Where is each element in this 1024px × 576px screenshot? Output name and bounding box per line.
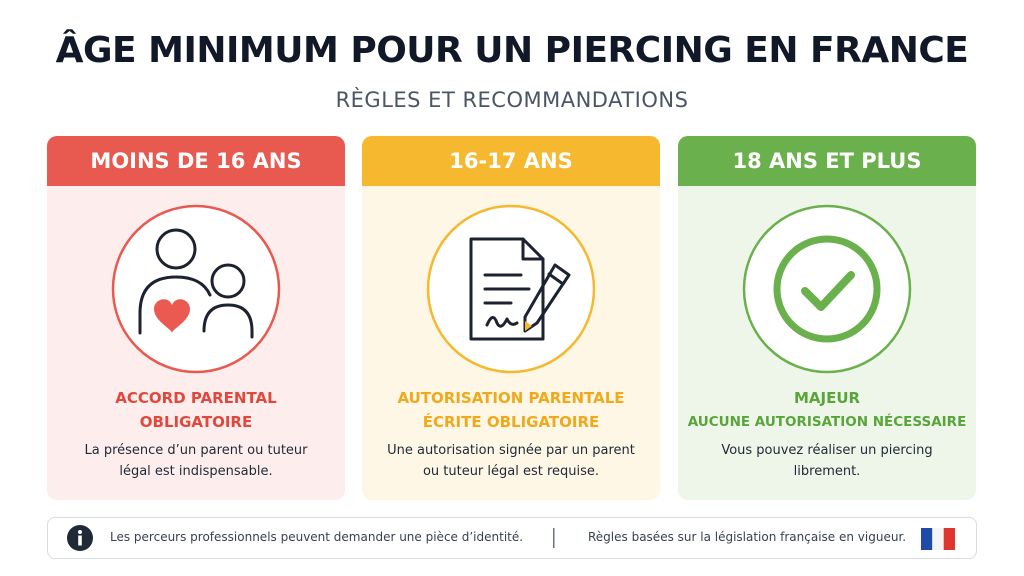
footer-note: Règles basées sur la législation françai… <box>588 530 907 544</box>
card: 16-17 ANS AUTORISATION PARENTALE ÉCRITE O… <box>362 136 660 500</box>
description-line: La présence d’un parent ou tuteur <box>84 443 308 458</box>
description-line: librement. <box>793 464 861 479</box>
card-heading: 18 ANS ET PLUS <box>678 136 976 186</box>
card-heading: 16-17 ANS <box>362 136 660 186</box>
card: 18 ANS ET PLUS MAJEUR AUCUNE AUTORISATION… <box>678 136 976 500</box>
description-line: ou tuteur légal est requise. <box>422 464 600 479</box>
icon-check <box>742 204 912 374</box>
separator <box>553 528 555 548</box>
card: MOINS DE 16 ANS ACCORD PARENTAL OBLIGATOI… <box>47 136 345 500</box>
status-line: AUCUNE AUTORISATION NÉCESSAIRE <box>687 414 967 430</box>
description-line: Une autorisation signée par un parent <box>387 443 635 458</box>
status-line: AUTORISATION PARENTALE <box>397 389 625 407</box>
status-line: ACCORD PARENTAL <box>115 389 277 407</box>
title: ÂGE MINIMUM POUR UN PIERCING EN FRANCE <box>55 30 969 71</box>
status-line: MAJEUR <box>793 389 861 407</box>
description-line: Vous pouvez réaliser un piercing <box>721 443 933 458</box>
icon-document <box>426 204 596 374</box>
flag-france <box>921 528 955 550</box>
info-icon <box>67 525 93 551</box>
subtitle: RÈGLES ET RECOMMANDATIONS <box>335 88 689 112</box>
footer: Les perceurs professionnels peuvent dema… <box>47 517 977 559</box>
footer-note: Les perceurs professionnels peuvent dema… <box>110 530 524 544</box>
card-heading: MOINS DE 16 ANS <box>47 136 345 186</box>
icon-family <box>111 204 281 374</box>
description-line: légal est indispensable. <box>119 464 273 479</box>
status-line: ÉCRITE OBLIGATOIRE <box>422 413 600 431</box>
status-line: OBLIGATOIRE <box>139 413 253 431</box>
